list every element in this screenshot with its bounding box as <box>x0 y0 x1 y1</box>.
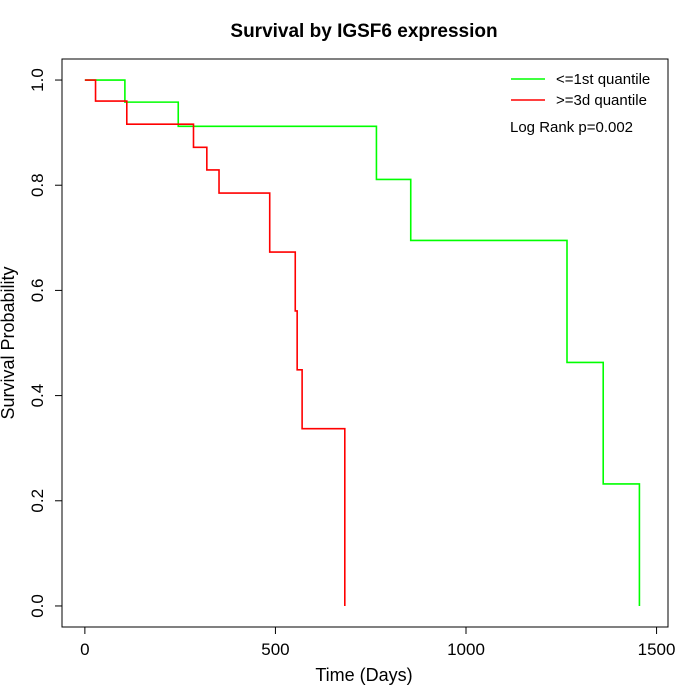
y-tick-label: 0.0 <box>28 594 47 618</box>
y-axis: 0.0 0.2 0.4 0.6 0.8 1.0 <box>28 68 63 618</box>
y-tick-label: 0.8 <box>28 173 47 197</box>
series-layer <box>84 79 641 606</box>
legend: <=1st quantile >=3d quantile <box>511 71 650 109</box>
legend-label: >=3d quantile <box>556 92 647 109</box>
series-line-0 <box>84 79 641 606</box>
log-rank-annotation: Log Rank p=0.002 <box>510 119 633 136</box>
x-tick-label: 1000 <box>447 640 485 659</box>
x-axis-label: Time (Days) <box>315 665 412 685</box>
legend-label: <=1st quantile <box>556 71 650 88</box>
x-tick-label: 500 <box>261 640 289 659</box>
y-tick-label: 0.4 <box>28 384 47 408</box>
x-tick-label: 1500 <box>638 640 676 659</box>
y-tick-label: 1.0 <box>28 68 47 92</box>
y-tick-label: 0.2 <box>28 489 47 513</box>
x-axis: 0 500 1000 1500 <box>80 626 676 659</box>
y-tick-label: 0.6 <box>28 279 47 303</box>
y-axis-label: Survival Probability <box>0 266 18 419</box>
chart-title: Survival by IGSF6 expression <box>230 21 497 42</box>
x-tick-label: 0 <box>80 640 89 659</box>
series-line-1 <box>84 79 346 606</box>
